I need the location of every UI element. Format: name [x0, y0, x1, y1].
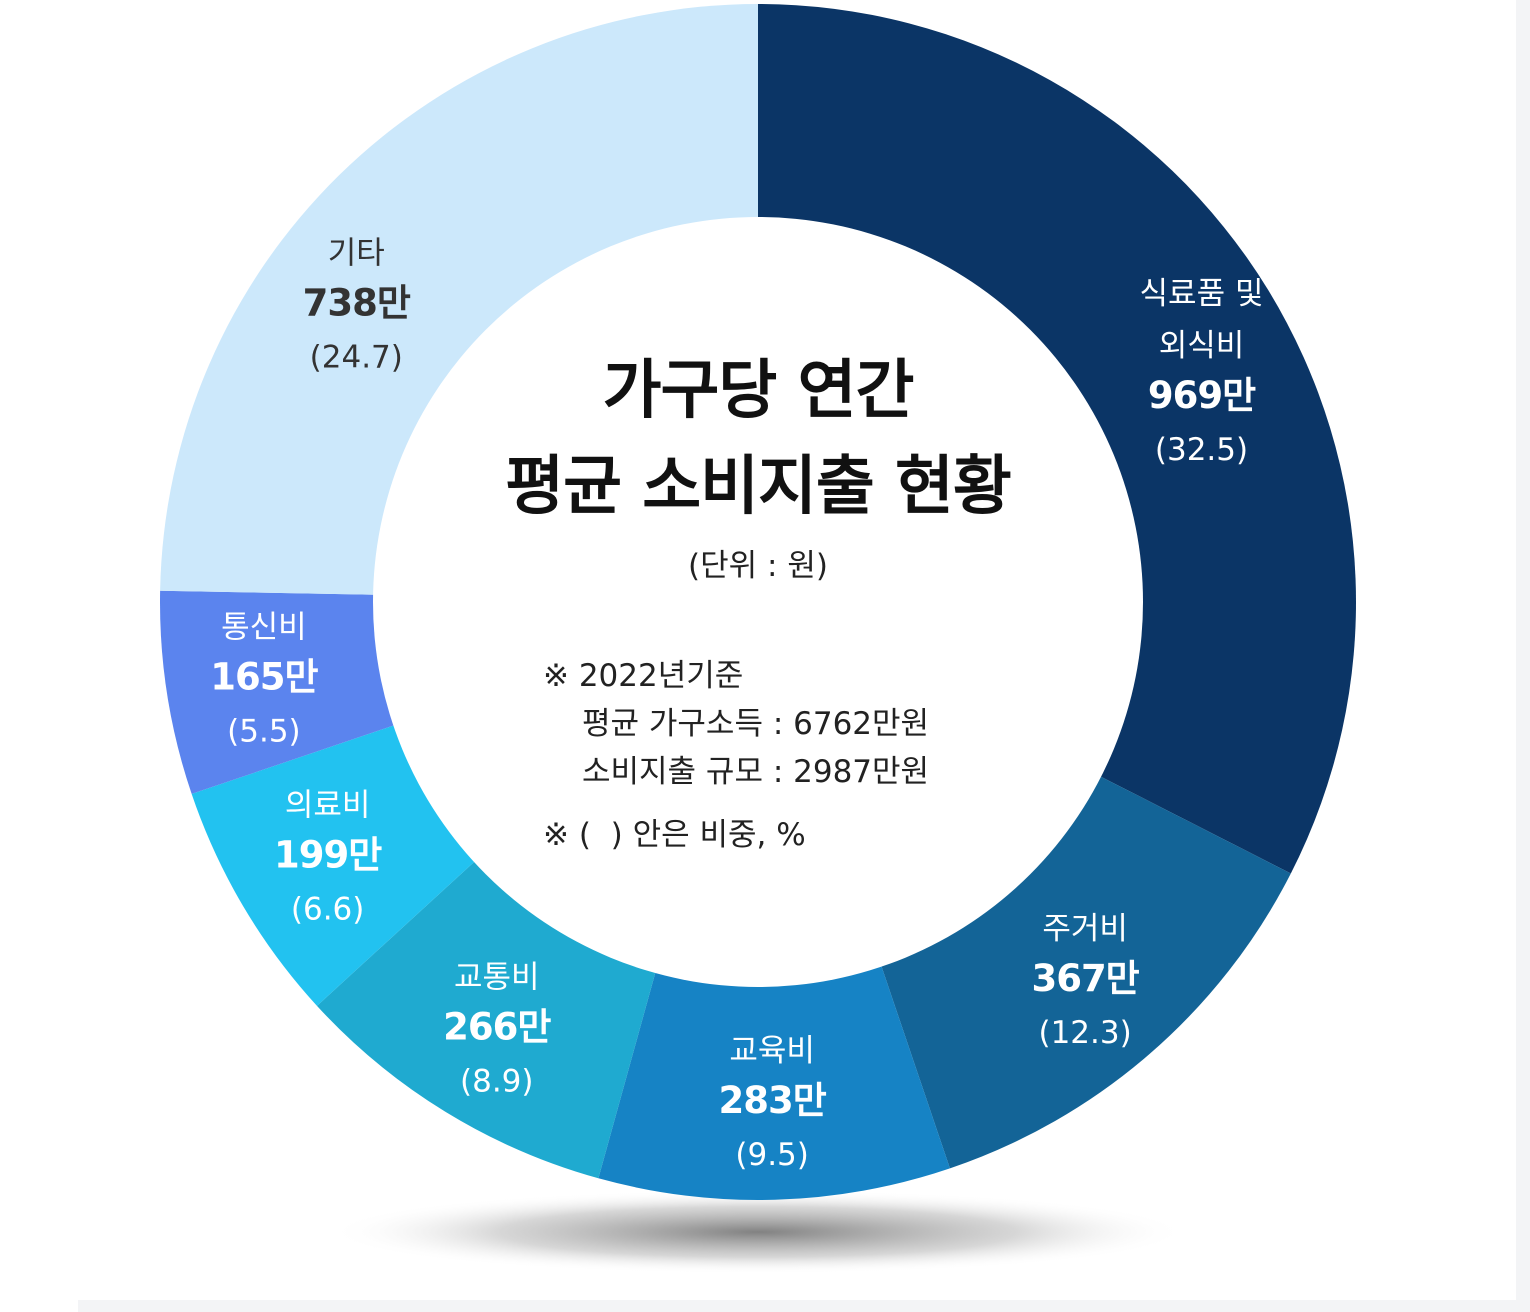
slice-3-amount: 266만 [443, 1005, 551, 1048]
slice-2-percent: (9.5) [735, 1137, 809, 1173]
slice-6-percent: (24.7) [310, 339, 403, 375]
slice-4-percent: (6.6) [291, 892, 365, 928]
page-edge-bottom [78, 1300, 1530, 1312]
slice-3-name: 교통비 [454, 959, 540, 995]
note-income: 평균 가구소득 : 6762만원 [582, 706, 929, 742]
slice-0-name: 식료품 및 [1140, 276, 1264, 312]
note-parentheses: ※ ( ) 안은 비중, % [543, 817, 806, 853]
note-base-year: ※ 2022년기준 [543, 658, 743, 694]
slice-4-amount: 199만 [274, 834, 382, 877]
slice-2-amount: 283만 [718, 1079, 826, 1122]
slice-1-name: 주거비 [1042, 911, 1128, 947]
title-line-1: 가구당 연간 [603, 354, 914, 428]
slice-6-name: 기타 [328, 235, 385, 271]
slice-6-amount: 738만 [303, 281, 411, 324]
slice-0-percent: (32.5) [1155, 432, 1248, 468]
slice-1-amount: 367만 [1031, 957, 1139, 1000]
page-edge-right [1516, 0, 1530, 1312]
chart-title: 가구당 연간 평균 소비지출 현황 [505, 354, 1012, 524]
slice-0-name: 외식비 [1159, 328, 1245, 364]
slice-5-name: 통신비 [221, 610, 307, 646]
slice-0-amount: 969만 [1148, 374, 1256, 417]
slice-4-name: 의료비 [285, 788, 371, 824]
title-line-2: 평균 소비지출 현황 [505, 450, 1011, 524]
slice-2-name: 교육비 [729, 1033, 815, 1069]
notes: ※ 2022년기준 평균 가구소득 : 6762만원 소비지출 규모 : 298… [543, 658, 929, 853]
slice-3-percent: (8.9) [460, 1063, 534, 1099]
slice-5-percent: (5.5) [227, 714, 301, 750]
note-spending: 소비지출 규모 : 2987만원 [582, 754, 929, 790]
slice-1-percent: (12.3) [1038, 1015, 1131, 1051]
unit-note: (단위 : 원) [688, 548, 828, 584]
slice-5-amount: 165만 [210, 656, 318, 699]
donut-shadow [328, 1190, 1188, 1274]
donut-hole [373, 217, 1143, 987]
